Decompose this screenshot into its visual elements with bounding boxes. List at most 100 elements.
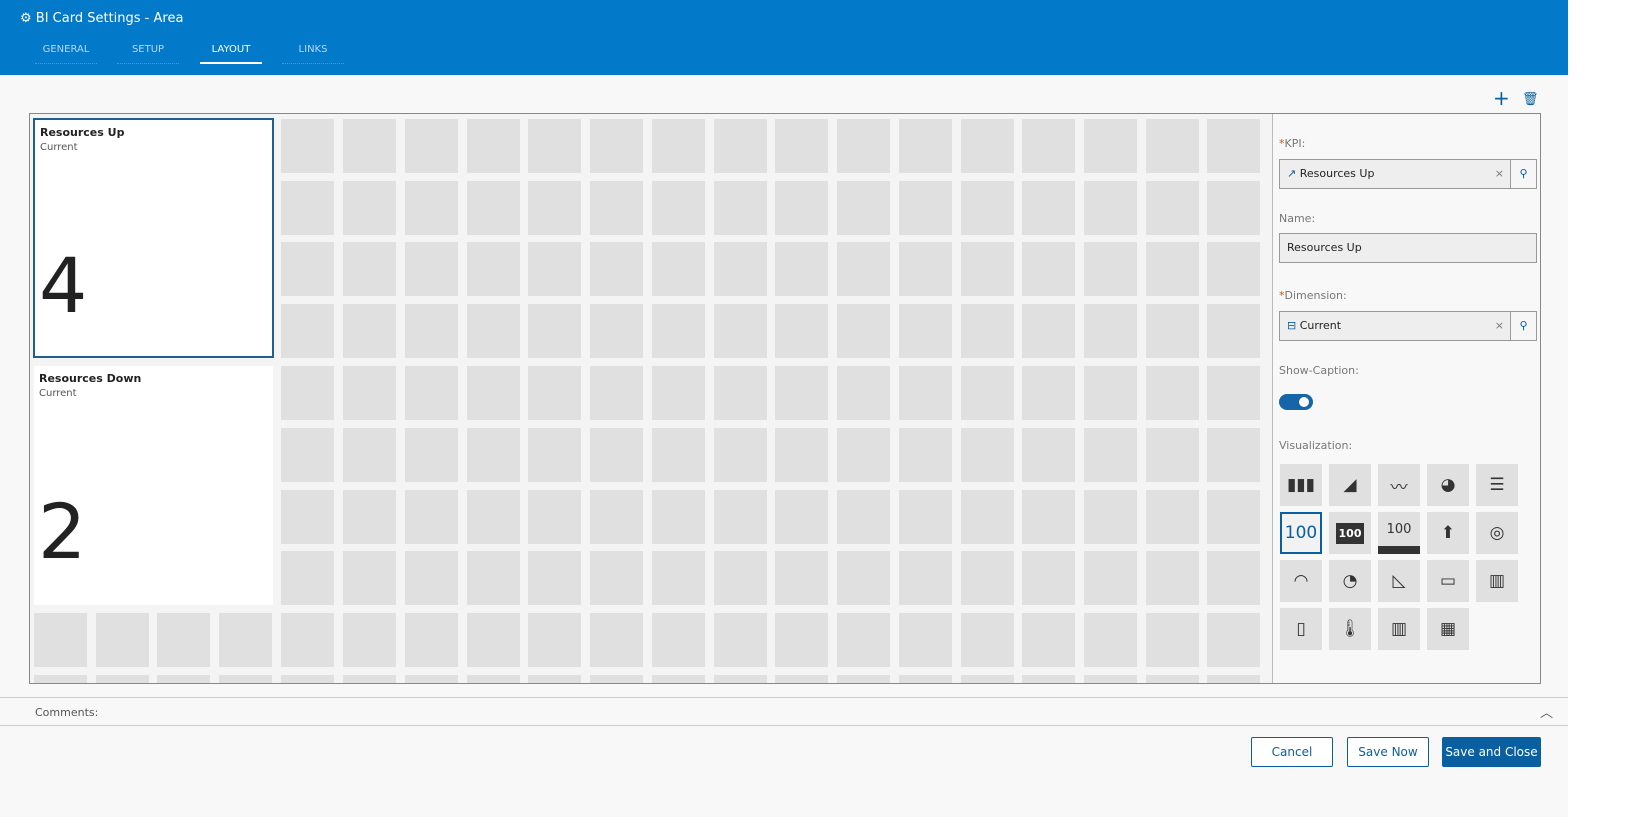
grid-cell[interactable] [281,181,334,235]
grid-cell[interactable] [1084,428,1137,482]
grid-cell[interactable] [281,675,334,683]
dimension-field[interactable]: ⊟ Current × ⚲ [1279,311,1537,341]
viz-line-chart-button[interactable]: 〰 [1378,464,1420,506]
show-caption-toggle[interactable] [1279,394,1313,410]
grid-cell[interactable] [775,304,828,358]
tab-links[interactable]: LINKS [282,40,344,64]
viz-number-5-button[interactable]: 100 [1280,512,1322,554]
grid-cell[interactable] [714,428,767,482]
viz-bar-chart-button[interactable]: ▮▮▮ [1280,464,1322,506]
card-resources-up[interactable]: Resources Up Current 4 [33,118,274,358]
viz-barcode-button[interactable]: ▥ [1378,608,1420,650]
grid-cell[interactable] [775,242,828,296]
grid-cell[interactable] [1146,490,1199,544]
search-icon[interactable]: ⚲ [1510,159,1537,189]
viz-arrow-up-button[interactable]: ⬆ [1427,512,1469,554]
grid-cell[interactable] [467,119,520,173]
grid-cell[interactable] [590,490,643,544]
grid-cell[interactable] [281,366,334,420]
grid-cell[interactable] [775,119,828,173]
grid-cell[interactable] [405,490,458,544]
grid-cell[interactable] [1207,490,1260,544]
tab-setup[interactable]: SETUP [117,40,179,64]
grid-cell[interactable] [714,675,767,683]
viz-progress-bars-button[interactable]: ▥ [1476,560,1518,602]
save-now-button[interactable]: Save Now [1347,737,1429,767]
grid-cell[interactable] [1084,119,1137,173]
grid-cell[interactable] [1022,551,1075,605]
grid-cell[interactable] [652,366,705,420]
grid-cell[interactable] [281,613,334,667]
grid-cell[interactable] [405,242,458,296]
grid-cell[interactable] [837,304,890,358]
grid-cell[interactable] [1022,428,1075,482]
grid-cell[interactable] [1022,304,1075,358]
grid-cell[interactable] [219,613,272,667]
grid-cell[interactable] [837,119,890,173]
grid-cell[interactable] [281,428,334,482]
grid-cell[interactable] [1146,119,1199,173]
grid-cell[interactable] [1084,613,1137,667]
grid-cell[interactable] [590,613,643,667]
grid-cell[interactable] [281,119,334,173]
trash-icon[interactable]: 🗑 [1522,92,1539,107]
grid-cell[interactable] [837,428,890,482]
grid-cell[interactable] [96,675,149,683]
grid-cell[interactable] [590,181,643,235]
grid-cell[interactable] [1146,613,1199,667]
grid-cell[interactable] [343,119,396,173]
grid-cell[interactable] [343,490,396,544]
grid-cell[interactable] [343,675,396,683]
grid-cell[interactable] [961,428,1014,482]
grid-cell[interactable] [652,428,705,482]
grid-cell[interactable] [899,242,952,296]
grid-cell[interactable] [1022,181,1075,235]
grid-cell[interactable] [528,181,581,235]
clear-icon[interactable]: × [1494,167,1504,180]
grid-cell[interactable] [467,490,520,544]
grid-cell[interactable] [281,551,334,605]
viz-number-6-button[interactable]: 100 [1329,512,1371,554]
cancel-button[interactable]: Cancel [1251,737,1333,767]
tab-general[interactable]: GENERAL [35,40,97,64]
grid-cell[interactable] [775,490,828,544]
viz-bullet-button[interactable]: ▭ [1427,560,1469,602]
grid-cell[interactable] [652,613,705,667]
viz-half-gauge-button[interactable]: ◠ [1280,560,1322,602]
grid-cell[interactable] [467,428,520,482]
grid-cell[interactable] [775,613,828,667]
grid-cell[interactable] [714,242,767,296]
grid-cell[interactable] [1207,613,1260,667]
grid-cell[interactable] [343,304,396,358]
grid-cell[interactable] [961,551,1014,605]
grid-cell[interactable] [652,675,705,683]
grid-cell[interactable] [775,675,828,683]
grid-cell[interactable] [1022,675,1075,683]
grid-cell[interactable] [405,551,458,605]
viz-number-7-button[interactable]: 100 [1378,512,1420,554]
grid-cell[interactable] [528,242,581,296]
grid-cell[interactable] [343,242,396,296]
grid-cell[interactable] [343,366,396,420]
grid-cell[interactable] [837,551,890,605]
grid-cell[interactable] [714,304,767,358]
grid-cell[interactable] [1146,181,1199,235]
grid-cell[interactable] [34,675,87,683]
grid-cell[interactable] [281,490,334,544]
grid-cell[interactable] [1146,428,1199,482]
grid-cell[interactable] [775,366,828,420]
grid-cell[interactable] [714,119,767,173]
name-input[interactable]: Resources Up [1279,233,1537,263]
grid-cell[interactable] [528,675,581,683]
grid-cell[interactable] [281,242,334,296]
grid-cell[interactable] [1084,304,1137,358]
grid-cell[interactable] [652,551,705,605]
grid-cell[interactable] [157,675,210,683]
grid-cell[interactable] [652,490,705,544]
grid-cell[interactable] [1207,242,1260,296]
grid-cell[interactable] [1084,366,1137,420]
save-and-close-button[interactable]: Save and Close [1442,737,1541,767]
grid-cell[interactable] [714,613,767,667]
grid-cell[interactable] [899,119,952,173]
grid-cell[interactable] [652,181,705,235]
